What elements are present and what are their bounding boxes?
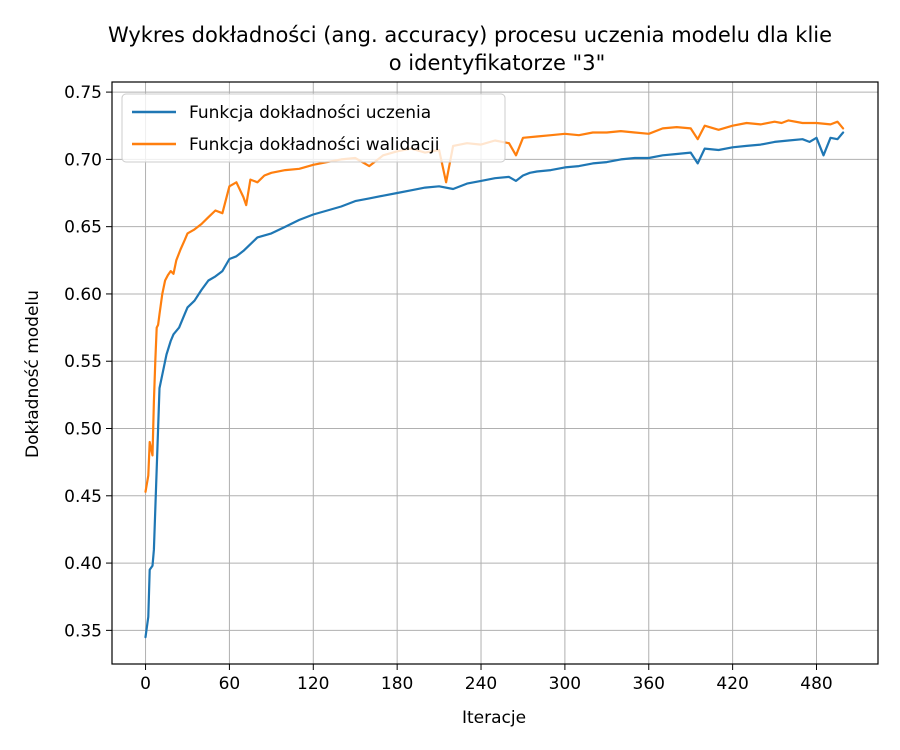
grid-lines [112, 82, 878, 664]
y-tick-label: 0.35 [64, 621, 102, 641]
x-tick-label: 480 [800, 674, 832, 694]
chart-title-line-2: o identyfikatorze "3" [389, 51, 605, 75]
x-tick-label: 60 [219, 674, 241, 694]
y-axis-ticks: 0.35 0.40 0.45 0.50 0.55 0.60 0.65 0.70 0.75 [64, 83, 112, 641]
y-tick-label: 0.50 [64, 420, 102, 440]
chart-title-line-1: Wykres dokładności (ang. accuracy) proce… [108, 23, 832, 47]
plot-frame [111, 81, 879, 665]
y-tick-label: 0.45 [64, 487, 102, 507]
x-tick-label: 0 [140, 674, 151, 694]
x-tick-label: 360 [633, 674, 665, 694]
y-axis-label: Dokładność modelu [23, 290, 43, 458]
x-axis-label: Iteracje [462, 708, 526, 728]
y-tick-label: 0.65 [64, 218, 102, 238]
legend-label-train: Funkcja dokładności uczenia [189, 103, 431, 123]
x-tick-label: 120 [297, 674, 329, 694]
series-line-train [144, 131, 845, 639]
legend-box [121, 93, 506, 163]
y-tick-label: 0.60 [64, 285, 102, 305]
x-tick-label: 240 [465, 674, 497, 694]
y-tick-label: 0.40 [64, 554, 102, 574]
legend-label-validation: Funkcja dokładności walidacji [189, 135, 439, 155]
x-tick-label: 300 [549, 674, 581, 694]
x-tick-label: 420 [716, 674, 748, 694]
y-tick-label: 0.75 [64, 83, 102, 103]
x-axis-ticks: 0 60 120 180 240 300 360 420 480 [140, 664, 833, 694]
legend: Funkcja dokładności uczenia Funkcja dokł… [121, 93, 506, 163]
y-tick-label: 0.70 [64, 150, 102, 170]
x-tick-label: 180 [381, 674, 413, 694]
y-tick-label: 0.55 [64, 352, 102, 372]
